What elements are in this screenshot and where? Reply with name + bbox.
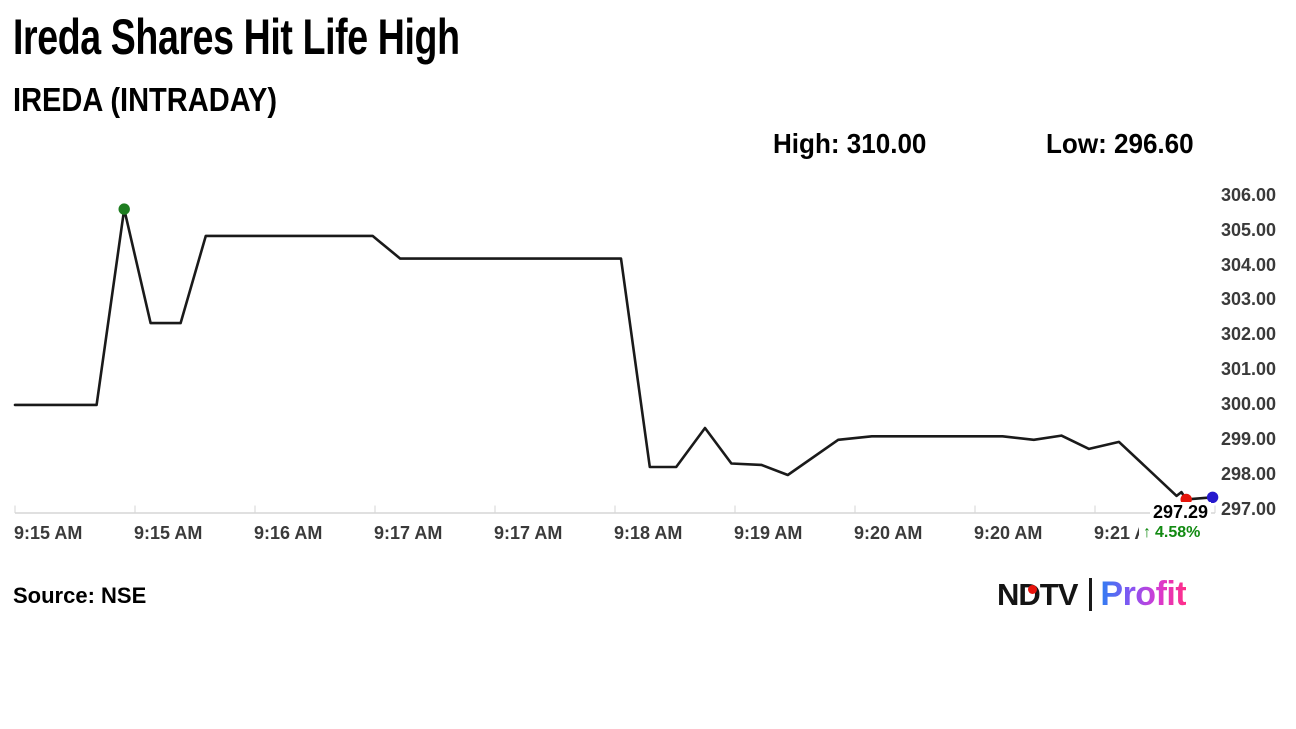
profit-wordmark: Profit (1100, 575, 1187, 613)
x-tick-label: 9:15 AM (14, 523, 83, 543)
x-tick-label: 9:20 AM (974, 523, 1043, 543)
price-line (13, 207, 1214, 501)
y-tick-label: 300.00 (1221, 394, 1277, 414)
intraday-line-chart (13, 203, 1219, 514)
low-value-label: Low: 296.60 (1046, 128, 1194, 159)
y-tick-label: 302.00 (1221, 324, 1277, 344)
last-price-label: 297.29 (1150, 502, 1212, 523)
y-tick-label: 299.00 (1221, 429, 1277, 449)
y-tick-label: 297.00 (1221, 499, 1277, 519)
x-tick-label: 9:18 AM (614, 523, 683, 543)
x-tick-label: 9:16 AM (254, 523, 323, 543)
change-label: ↑ 4.58% (1139, 524, 1205, 544)
y-tick-label: 301.00 (1221, 359, 1277, 379)
live-tick-marker (1206, 491, 1219, 503)
x-tick-label: 9:20 AM (854, 523, 923, 543)
y-tick-label: 303.00 (1221, 289, 1277, 309)
x-tick-label: 9:19 AM (734, 523, 803, 543)
ndtv-profit-logo: NDTV Profit (997, 574, 1187, 614)
y-tick-label: 298.00 (1221, 464, 1277, 484)
up-arrow-icon: ↑ (1143, 524, 1151, 541)
page-title: Ireda Shares Hit Life High (13, 9, 460, 65)
ndtv-wordmark: NDTV (997, 576, 1078, 612)
high-value-label: High: 310.00 (773, 128, 927, 159)
chart-subtitle: IREDA (INTRADAY) (13, 81, 278, 118)
x-tick-label: 9:17 AM (494, 523, 563, 543)
x-tick-label: 9:17 AM (374, 523, 443, 543)
peak-marker (118, 203, 130, 215)
y-tick-label: 304.00 (1221, 255, 1277, 275)
ndtv-logo-dot (1028, 585, 1037, 594)
x-tick-label: 9:15 AM (134, 523, 203, 543)
change-percent: 4.58% (1155, 524, 1201, 541)
logo-divider (1089, 577, 1093, 611)
y-tick-label: 305.00 (1221, 220, 1277, 240)
y-tick-label: 306.00 (1221, 185, 1277, 205)
source-label: Source: NSE (13, 583, 147, 608)
